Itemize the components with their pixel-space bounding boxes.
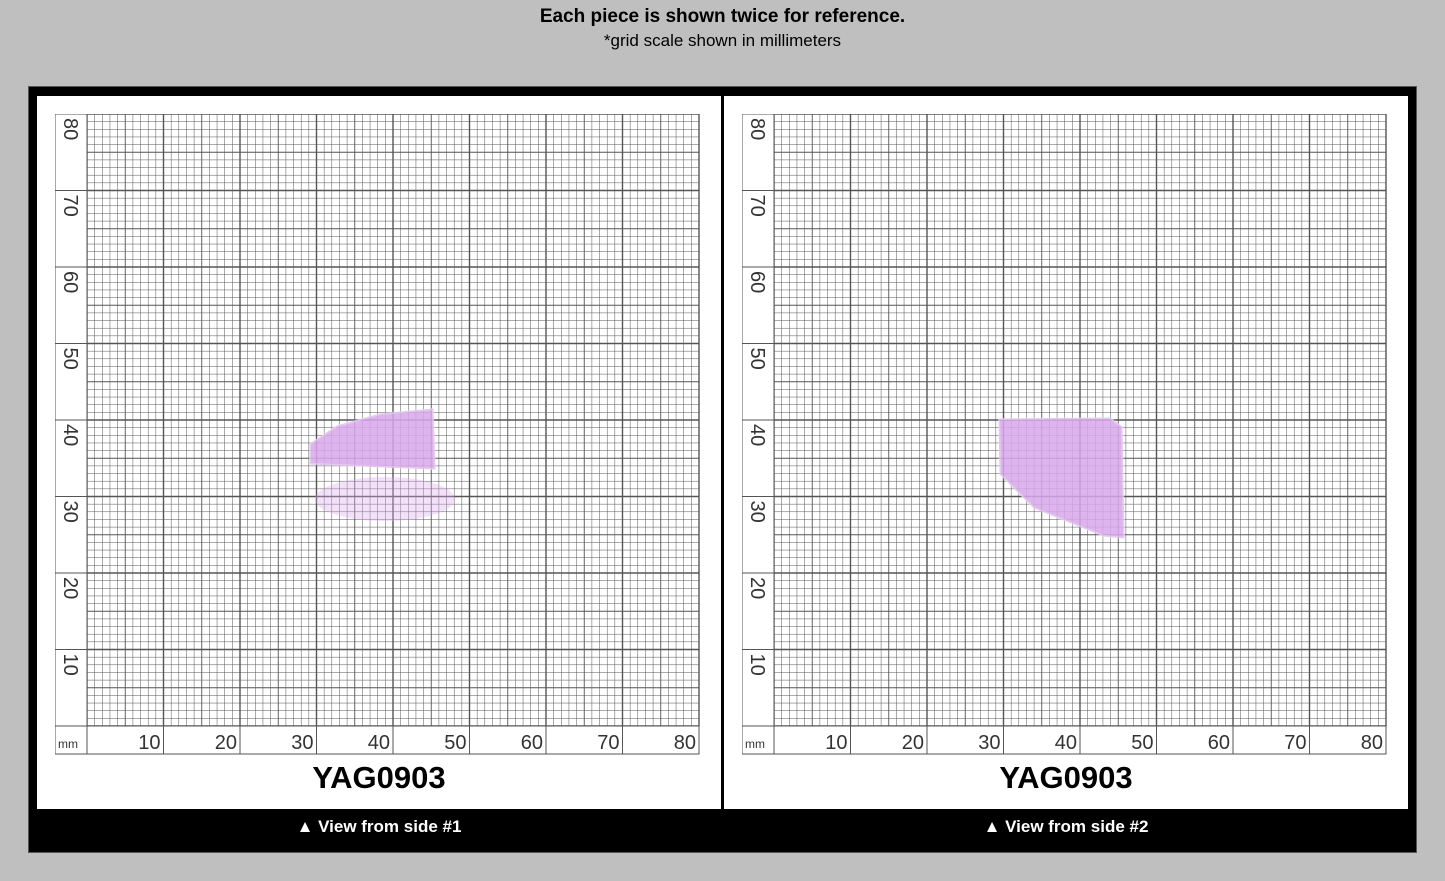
y-tick-label: 60 — [59, 271, 81, 293]
x-tick-label: 60 — [521, 732, 543, 754]
x-tick-label: 70 — [1284, 732, 1306, 754]
caption-side-2: ▲ View from side #2 — [983, 817, 1149, 836]
x-tick-label: 40 — [1055, 732, 1077, 754]
header: Each piece is shown twice for reference.… — [0, 4, 1445, 52]
y-tick-label: 20 — [59, 577, 81, 599]
grid-photo-side-1: mm 10 20 30 40 50 60 70 80 10 20 30 40 50 60 70 80 — [55, 114, 700, 755]
x-tick-label: 30 — [291, 732, 313, 754]
y-tick-label: 30 — [746, 501, 768, 523]
y-tick-label: 10 — [746, 654, 768, 676]
y-tick-label: 30 — [59, 501, 81, 523]
piece-code-side-1: YAG0903 — [312, 760, 446, 795]
x-tick-label: 50 — [444, 732, 466, 754]
page-subtitle: *grid scale shown in millimeters — [603, 31, 842, 50]
y-tick-label: 80 — [59, 118, 81, 140]
grid-photo-side-2: mm 10 20 30 40 50 60 70 80 10 20 30 40 50 60 70 80 — [742, 114, 1387, 755]
piece-highlight — [997, 416, 1126, 540]
y-tick-label: 40 — [746, 424, 768, 446]
unit-label: mm — [58, 737, 78, 751]
y-tick-label: 40 — [59, 424, 81, 446]
y-tick-label: 80 — [746, 118, 768, 140]
y-tick-label: 60 — [746, 271, 768, 293]
x-tick-label: 50 — [1131, 732, 1153, 754]
piece-shadow — [315, 477, 455, 521]
y-tick-label: 70 — [746, 195, 768, 217]
gemstone-piece — [309, 408, 436, 470]
grid-lines — [773, 114, 1387, 727]
x-tick-label: 10 — [825, 732, 847, 754]
y-tick-label: 70 — [59, 195, 81, 217]
piece-highlight — [309, 407, 437, 471]
x-tick-label: 70 — [597, 732, 619, 754]
y-tick-label: 50 — [746, 348, 768, 370]
y-tick-label: 20 — [746, 577, 768, 599]
piece-code-side-2: YAG0903 — [999, 760, 1133, 795]
x-tick-label: 20 — [215, 732, 237, 754]
panel-side-1: mm 10 20 30 40 50 60 70 80 10 20 30 40 50 60 70 80 YAG09… — [37, 96, 721, 809]
x-tick-label: 60 — [1208, 732, 1230, 754]
gemstone-piece — [998, 417, 1125, 539]
grid-lines — [86, 114, 700, 727]
x-tick-label: 80 — [1361, 732, 1383, 754]
x-tick-label: 20 — [902, 732, 924, 754]
x-tick-label: 80 — [674, 732, 696, 754]
unit-label: mm — [745, 737, 765, 751]
panel-side-2: mm 10 20 30 40 50 60 70 80 10 20 30 40 50 60 70 80 YAG09… — [724, 96, 1408, 809]
x-tick-label: 40 — [368, 732, 390, 754]
x-tick-label: 30 — [978, 732, 1000, 754]
caption-side-1: ▲ View from side #1 — [296, 817, 462, 836]
x-tick-label: 10 — [138, 732, 160, 754]
y-tick-label: 10 — [59, 654, 81, 676]
page-title: Each piece is shown twice for reference. — [539, 6, 906, 27]
y-tick-label: 50 — [59, 348, 81, 370]
